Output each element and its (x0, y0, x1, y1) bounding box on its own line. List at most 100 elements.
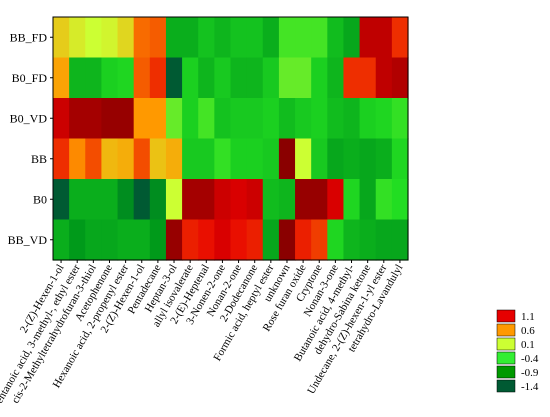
heatmap-cell (53, 219, 70, 261)
legend-swatch (496, 309, 516, 323)
heatmap-cell (295, 179, 312, 221)
heatmap-cell (85, 179, 103, 221)
heatmap-cell (375, 57, 393, 99)
heatmap-cell (327, 98, 345, 140)
heatmap-cell (101, 98, 119, 140)
heatmap-cell (375, 17, 393, 59)
heatmap-cell (165, 179, 183, 221)
heatmap-cell (165, 219, 183, 261)
heatmap-cell (278, 179, 296, 221)
heatmap-cell (117, 17, 135, 59)
heatmap-cell (343, 17, 361, 59)
heatmap-cell (391, 219, 409, 261)
heatmap-cell (230, 98, 248, 140)
heatmap-cell (359, 57, 377, 99)
heatmap-cell (133, 98, 151, 140)
heatmap-cell (391, 138, 409, 180)
heatmap-cell (327, 138, 345, 180)
heatmap-cell (230, 17, 248, 59)
heatmap-cell (69, 219, 86, 261)
heatmap-cell (214, 138, 232, 180)
heatmap-frame (52, 16, 409, 261)
heatmap-cell (101, 57, 119, 99)
heatmap-cell (214, 57, 232, 99)
heatmap-cell (359, 219, 377, 261)
heatmap-cell (295, 98, 312, 140)
row-labels: BB_FD B0_FD B0_VD BB B0 BB_VD (8, 30, 53, 247)
heatmap-cell (262, 179, 280, 221)
heatmap-cell (198, 138, 215, 180)
heatmap-cell (295, 219, 312, 261)
heatmap-cell (311, 219, 328, 261)
heatmap-cell (359, 138, 377, 180)
heatmap-cell (278, 138, 296, 180)
legend-swatch (496, 365, 516, 379)
heatmap-cell (343, 98, 361, 140)
heatmap-cell (375, 138, 393, 180)
heatmap-cell (198, 219, 215, 261)
heatmap-cell (278, 98, 296, 140)
legend-swatch (496, 323, 516, 337)
heatmap-cell (391, 179, 409, 221)
heatmap-cell (149, 138, 167, 180)
heatmap-cell (214, 17, 232, 59)
heatmap-cell (182, 17, 199, 59)
heatmap-cell (311, 179, 328, 221)
row-label: BB_FD (10, 30, 48, 44)
heatmap-cell (85, 57, 103, 99)
legend-swatch (496, 379, 516, 393)
heatmap-cell (117, 138, 135, 180)
heatmap-cell (182, 219, 199, 261)
heatmap-cell (311, 98, 328, 140)
heatmap-cell (165, 57, 183, 99)
heatmap-cell (53, 17, 70, 59)
heatmap-cell (246, 57, 264, 99)
legend-label: -0.9 (521, 367, 539, 379)
heatmap-cell (149, 179, 167, 221)
heatmap-cell (53, 98, 70, 140)
heatmap-cell (198, 17, 215, 59)
heatmap-cell (53, 138, 70, 180)
heatmap-cell (117, 219, 135, 261)
heatmap-cell (117, 57, 135, 99)
heatmap-cell (246, 179, 264, 221)
row-label: BB_VD (8, 233, 48, 247)
legend-label: 0.1 (521, 339, 535, 351)
heatmap-cell (69, 17, 86, 59)
heatmap-cell (246, 219, 264, 261)
legend: 1.1 0.6 0.1 -0.4 -0.9 -1.4 (496, 309, 539, 393)
heatmap-cell (214, 219, 232, 261)
heatmap-cell (53, 179, 70, 221)
legend-label: -0.4 (521, 353, 539, 365)
heatmap-cell (262, 98, 280, 140)
heatmap-cell (149, 57, 167, 99)
heatmap-cell (149, 98, 167, 140)
row-label: B0 (33, 192, 47, 206)
heatmap-cell (343, 219, 361, 261)
heatmap-cell (311, 17, 328, 59)
heatmap-cell (278, 57, 296, 99)
heatmap-cell (133, 17, 151, 59)
heatmap-cell (182, 138, 199, 180)
heatmap-cell (85, 219, 103, 261)
heatmap-cell (343, 57, 361, 99)
heatmap-cell (149, 17, 167, 59)
heatmap-cell (133, 57, 151, 99)
heatmap-cell (198, 57, 215, 99)
heatmap-cell (295, 138, 312, 180)
heatmap-cell (165, 17, 183, 59)
heatmap-cell (230, 179, 248, 221)
heatmap-cell (327, 219, 345, 261)
heatmap-cell (165, 98, 183, 140)
row-label: BB (31, 152, 47, 166)
heatmap-cell (391, 98, 409, 140)
heatmap-cell (101, 17, 119, 59)
heatmap-cell (230, 138, 248, 180)
heatmap-cell (214, 98, 232, 140)
column-label: Pentanoic acid, 3-methyl-, ethyl ester (0, 262, 83, 411)
heatmap-cell (85, 138, 103, 180)
heatmap-cell (198, 179, 215, 221)
heatmap-cell (101, 179, 119, 221)
heatmap-cell (85, 17, 103, 59)
heatmap-cell (69, 138, 86, 180)
